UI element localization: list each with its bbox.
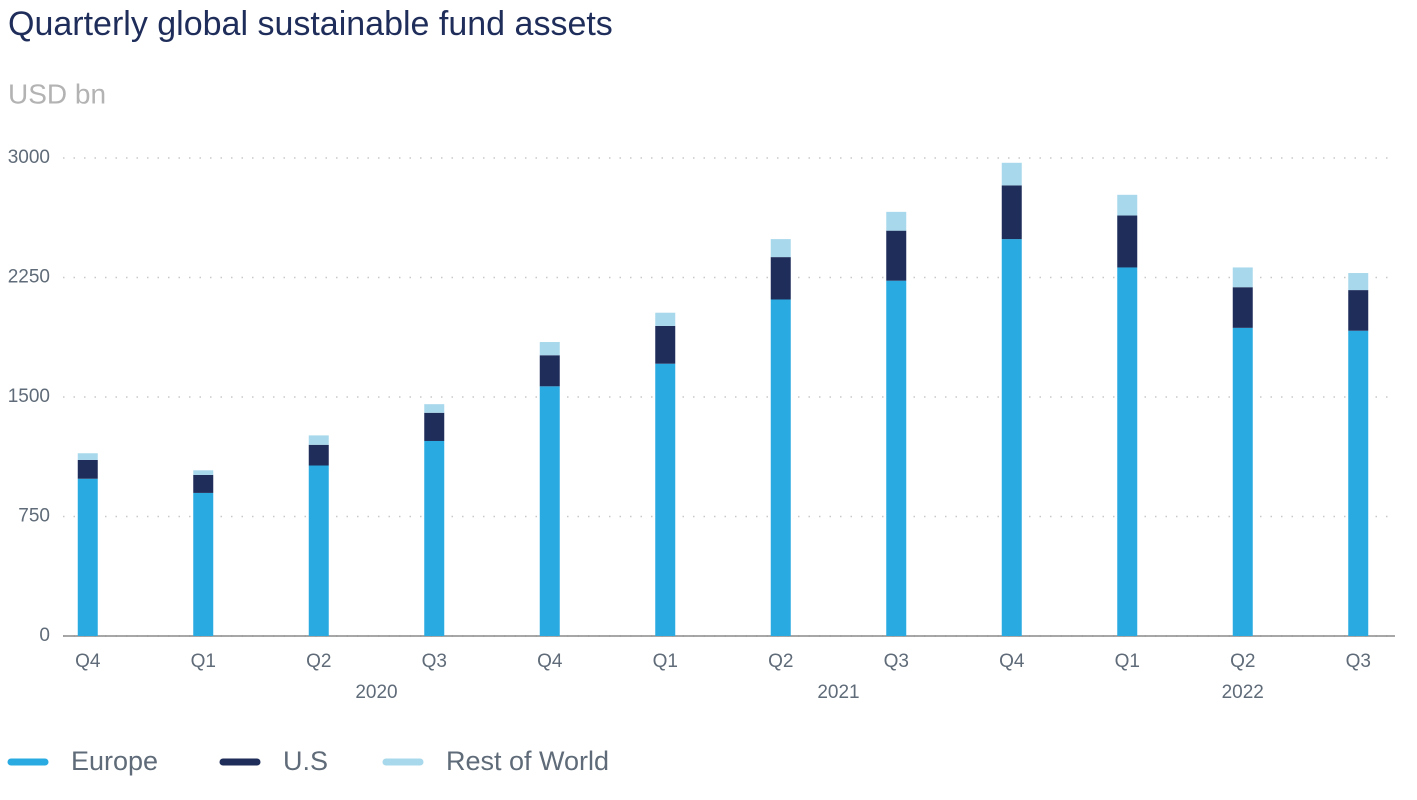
x-tick-label: Q1	[191, 651, 216, 672]
x-tick-label: Q2	[306, 651, 331, 672]
bar-segment	[1117, 215, 1138, 268]
x-group-label: 2020	[355, 682, 397, 703]
y-tick-label: 0	[39, 625, 50, 646]
bar-segment	[1232, 267, 1253, 288]
chart-title: Quarterly global sustainable fund assets	[8, 5, 613, 43]
bar-segment	[655, 312, 676, 326]
bar-segment	[1001, 239, 1022, 637]
x-tick-label: Q1	[1115, 651, 1140, 672]
legend-label: U.S	[283, 746, 328, 776]
bar-segment	[1001, 185, 1022, 240]
x-tick-label: Q4	[75, 651, 101, 672]
bar-segment	[308, 435, 329, 445]
bar-segment	[539, 342, 560, 356]
x-group-label: 2022	[1222, 682, 1264, 703]
y-tick-label: 3000	[8, 147, 50, 168]
bar-segment	[770, 257, 791, 300]
bar-segment	[77, 459, 98, 479]
bar-segment	[539, 386, 560, 636]
x-tick-label: Q3	[422, 651, 447, 672]
bar-segment	[424, 440, 445, 636]
y-tick-label: 1500	[8, 386, 50, 407]
bar-segment	[1348, 290, 1369, 331]
bar-segment	[1117, 194, 1138, 216]
x-tick-label: Q1	[653, 651, 678, 672]
x-tick-label: Q2	[768, 651, 793, 672]
bar-segment	[308, 444, 329, 466]
legend-label: Rest of World	[446, 746, 609, 776]
x-group-label: 2021	[817, 682, 859, 703]
bar-segment	[1232, 287, 1253, 328]
x-tick-label: Q3	[1346, 651, 1371, 672]
y-tick-label: 2250	[8, 267, 50, 288]
x-tick-label: Q3	[884, 651, 909, 672]
bar-segment	[770, 299, 791, 636]
bar-segment	[424, 404, 445, 413]
chart-subtitle: USD bn	[8, 78, 106, 109]
bar-segment	[1232, 327, 1253, 636]
bar-segment	[77, 478, 98, 636]
y-tick-label: 750	[18, 506, 50, 527]
bar-segment	[193, 492, 214, 636]
bar-segment	[1117, 267, 1138, 636]
legend-label: Europe	[71, 746, 158, 776]
x-tick-label: Q4	[999, 651, 1025, 672]
bar-segment	[1348, 273, 1369, 291]
bar-segment	[655, 325, 676, 364]
bar-segment	[77, 453, 98, 460]
bar-segment	[424, 412, 445, 441]
bar-segment	[886, 280, 907, 636]
bar-segment	[655, 363, 676, 636]
bar-segment	[886, 230, 907, 281]
bar-segment	[193, 470, 214, 475]
bar-segment	[308, 465, 329, 636]
bar-segment	[539, 355, 560, 387]
x-tick-label: Q4	[537, 651, 563, 672]
bar-segment	[770, 239, 791, 258]
bar-segment	[1348, 330, 1369, 636]
bar-segment	[886, 211, 907, 231]
bar-segment	[193, 474, 214, 493]
x-tick-label: Q2	[1230, 651, 1255, 672]
bar-segment	[1001, 162, 1022, 186]
